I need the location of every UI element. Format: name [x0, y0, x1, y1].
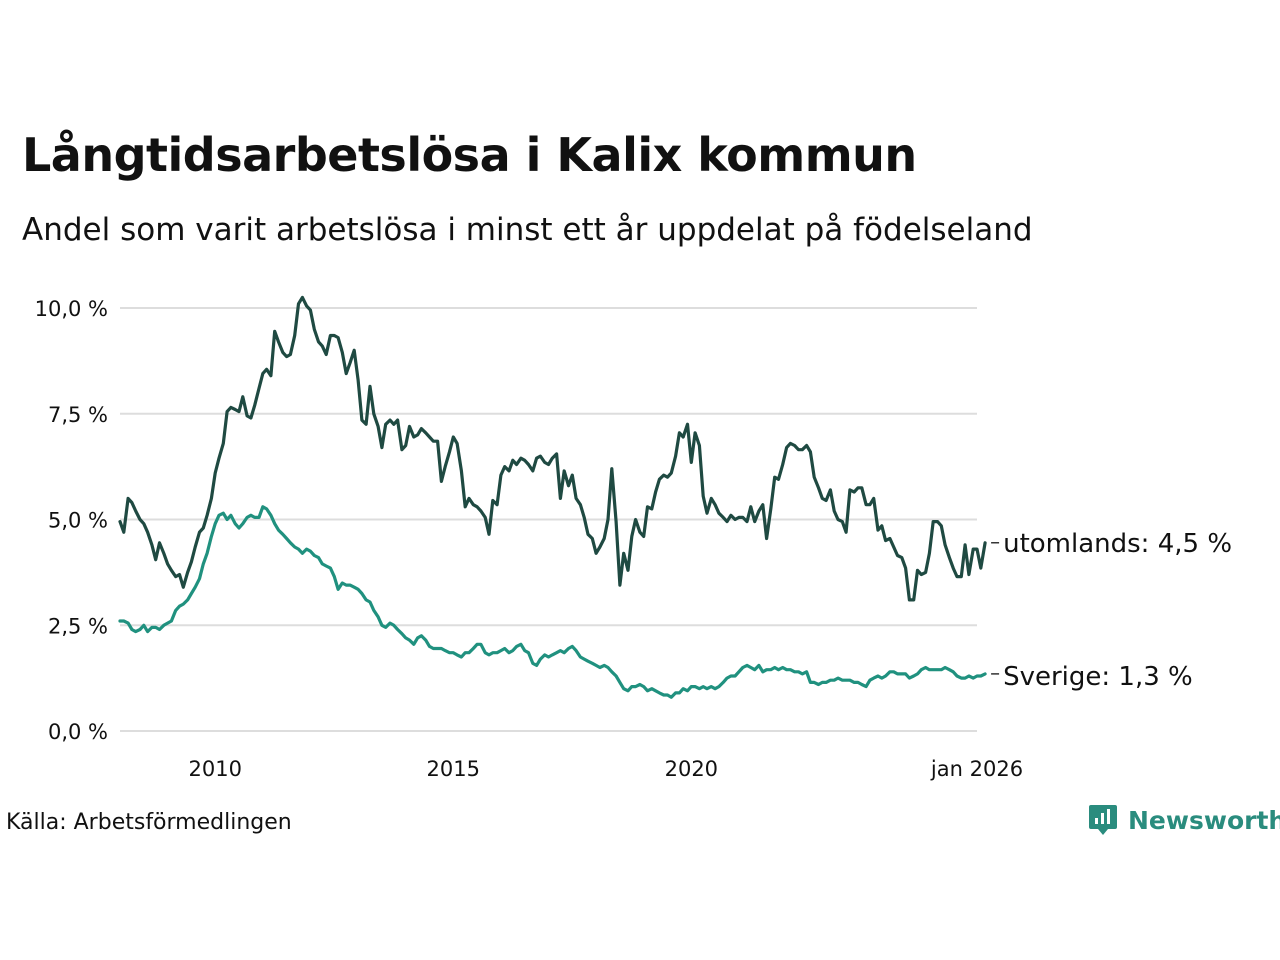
series-lines: [118, 295, 987, 699]
x-tick-label: 2010: [188, 757, 241, 781]
newsworthy-logo-icon: [1089, 805, 1117, 835]
gridlines: [120, 307, 977, 732]
y-tick-label: 5,0 %: [48, 509, 108, 533]
y-axis-ticks: 0,0 % 2,5 % 5,0 % 7,5 % 10,0 %: [35, 297, 108, 744]
x-tick-label: 2020: [665, 757, 718, 781]
brand-logo: Newsworthy: [1088, 803, 1280, 837]
brand-name: Newsworthy: [1128, 805, 1280, 835]
y-tick-label: 0,0 %: [48, 720, 108, 744]
x-axis-ticks: 2010 2015 2020 jan 2026: [188, 757, 1023, 781]
x-tick-label: 2015: [427, 757, 480, 781]
y-tick-label: 2,5 %: [48, 614, 108, 638]
y-tick-label: 7,5 %: [48, 403, 108, 427]
source-note: Källa: Arbetsförmedlingen: [6, 810, 292, 835]
series-line-utomlands: [118, 295, 987, 602]
x-tick-label: jan 2026: [930, 757, 1023, 781]
series-end-label-sverige: Sverige: 1,3 %: [1003, 662, 1193, 692]
chart-title: Långtidsarbetslösa i Kalix kommun: [22, 128, 917, 182]
series-line-sverige: [118, 505, 987, 699]
chart-subtitle: Andel som varit arbetslösa i minst ett å…: [22, 212, 1033, 248]
y-tick-label: 10,0 %: [35, 297, 108, 321]
series-end-label-utomlands: utomlands: 4,5 %: [1003, 529, 1232, 559]
series-end-labels: utomlands: 4,5 % Sverige: 1,3 %: [991, 529, 1232, 692]
